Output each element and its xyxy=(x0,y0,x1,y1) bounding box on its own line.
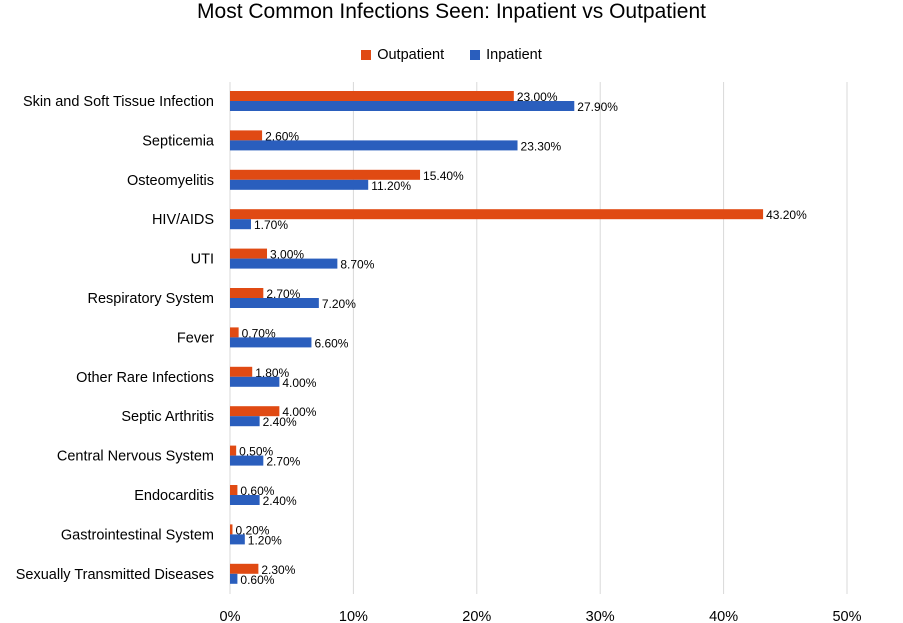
x-tick-label: 40% xyxy=(709,609,738,623)
bar-inpatient xyxy=(230,495,260,505)
bar-outpatient xyxy=(230,445,237,456)
bar-inpatient xyxy=(230,376,280,387)
x-tick-label: 0% xyxy=(220,609,241,623)
legend-label-outpatient: Outpatient xyxy=(377,47,445,63)
data-label-outpatient: 3.00% xyxy=(270,248,304,262)
legend: Outpatient Inpatient xyxy=(0,45,903,65)
category-label: Skin and Soft Tissue Infection xyxy=(23,94,214,110)
category-label: Gastrointestinal System xyxy=(61,527,214,543)
legend-swatch-inpatient xyxy=(470,50,481,60)
bar-outpatient xyxy=(230,288,264,298)
bar-outpatient xyxy=(230,209,764,220)
category-label: Septicemia xyxy=(142,133,215,149)
data-label-inpatient: 8.70% xyxy=(340,258,374,272)
x-tick-label: 30% xyxy=(586,609,615,623)
data-label-outpatient: 1.80% xyxy=(255,366,289,380)
bar-inpatient xyxy=(230,101,575,111)
bar-inpatient xyxy=(230,258,338,269)
data-label-inpatient: 1.70% xyxy=(254,218,288,232)
data-label-inpatient: 7.20% xyxy=(322,297,356,311)
bar-inpatient xyxy=(230,573,238,584)
data-label-outpatient: 0.60% xyxy=(240,484,274,498)
data-label-inpatient: 23.30% xyxy=(521,139,562,153)
data-label-inpatient: 11.20% xyxy=(371,179,411,193)
category-label: Central Nervous System xyxy=(57,449,214,465)
data-label-outpatient: 15.40% xyxy=(423,169,464,183)
data-label-inpatient: 2.40% xyxy=(263,415,297,429)
chart-title: Most Common Infections Seen: Inpatient v… xyxy=(197,0,706,23)
bar-outpatient xyxy=(230,91,514,101)
category-label: Septic Arthritis xyxy=(121,409,214,425)
bar-outpatient xyxy=(230,248,268,259)
data-label-outpatient: 2.70% xyxy=(266,287,300,301)
legend-item-outpatient: Outpatient xyxy=(361,47,444,63)
data-label-outpatient: 4.00% xyxy=(282,405,316,419)
data-label-outpatient: 43.20% xyxy=(766,208,807,222)
data-label-outpatient: 0.20% xyxy=(235,523,269,537)
bar-inpatient xyxy=(230,140,518,151)
x-tick-label: 20% xyxy=(462,609,491,623)
data-label-inpatient: 2.70% xyxy=(266,455,300,469)
bar-inpatient xyxy=(230,179,369,190)
data-label-inpatient: 27.90% xyxy=(577,100,618,114)
bar-outpatient xyxy=(230,485,238,495)
bar-outpatient xyxy=(230,563,259,574)
x-tick-label: 10% xyxy=(339,609,368,623)
bar-outpatient xyxy=(230,524,233,535)
bar-inpatient xyxy=(230,455,264,466)
category-label: UTI xyxy=(191,252,214,268)
data-label-outpatient: 0.50% xyxy=(239,445,273,459)
category-label: Sexually Transmitted Diseases xyxy=(16,567,214,583)
data-label-outpatient: 2.60% xyxy=(265,129,299,143)
bar-outpatient xyxy=(230,366,253,377)
bar-inpatient xyxy=(230,534,245,545)
data-label-inpatient: 4.00% xyxy=(282,376,316,390)
bar-inpatient xyxy=(230,337,312,348)
category-label: HIV/AIDS xyxy=(152,212,214,228)
legend-swatch-outpatient xyxy=(361,50,372,60)
data-label-inpatient: 0.60% xyxy=(240,573,274,587)
x-tick-label: 50% xyxy=(832,609,861,623)
bar-inpatient xyxy=(230,219,251,230)
bar-outpatient xyxy=(230,130,263,141)
category-label: Endocarditis xyxy=(134,488,214,504)
bar-outpatient xyxy=(230,169,421,180)
category-label: Fever xyxy=(177,330,214,346)
category-label: Respiratory System xyxy=(87,291,214,307)
bar-outpatient xyxy=(230,327,239,338)
legend-label-inpatient: Inpatient xyxy=(486,47,542,63)
bar-inpatient xyxy=(230,298,319,308)
data-label-inpatient: 1.20% xyxy=(248,533,282,547)
data-label-inpatient: 2.40% xyxy=(263,494,297,508)
data-label-outpatient: 23.00% xyxy=(517,90,558,104)
category-label: Other Rare Infections xyxy=(76,370,214,386)
data-label-inpatient: 6.60% xyxy=(314,336,348,350)
category-label: Osteomyelitis xyxy=(127,173,214,189)
bar-outpatient xyxy=(230,406,280,417)
legend-item-inpatient: Inpatient xyxy=(470,47,542,63)
data-label-outpatient: 2.30% xyxy=(261,563,295,577)
data-label-outpatient: 0.70% xyxy=(242,326,276,340)
bar-inpatient xyxy=(230,416,260,427)
